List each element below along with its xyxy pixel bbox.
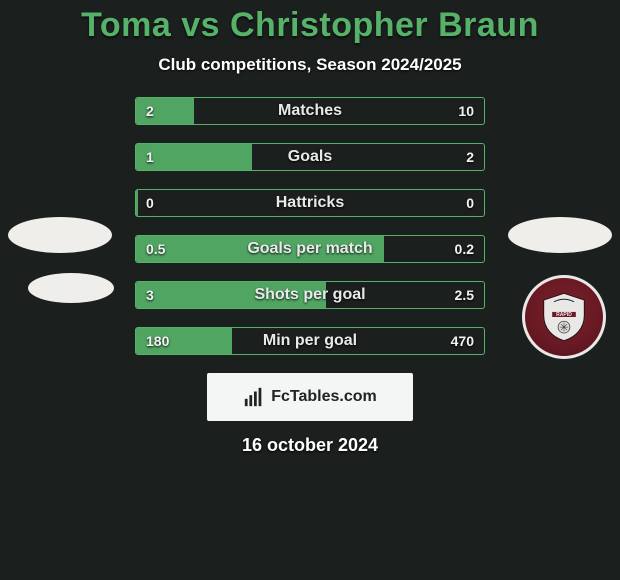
bar-row: 12Goals — [135, 143, 485, 171]
bar-row: 32.5Shots per goal — [135, 281, 485, 309]
brand-card: FcTables.com — [207, 373, 413, 421]
bar-value-left: 3 — [136, 282, 164, 308]
bar-value-left: 0 — [136, 190, 164, 216]
svg-text:RAPID: RAPID — [556, 312, 572, 318]
player-left-oval-2 — [28, 273, 114, 303]
bar-row: 0 0Hattricks — [135, 189, 485, 217]
bar-row: 0.50.2Goals per match — [135, 235, 485, 263]
bar-value-right: 0.2 — [445, 236, 484, 262]
barchart-icon — [243, 386, 265, 408]
bar-value-left: 1 — [136, 144, 164, 170]
shield-icon: RAPID — [537, 290, 591, 344]
subtitle: Club competitions, Season 2024/2025 — [0, 55, 620, 75]
bar-value-right: 2 — [456, 144, 484, 170]
player-right-oval — [508, 217, 612, 253]
bar-fill-left — [136, 282, 326, 308]
bar-value-left: 2 — [136, 98, 164, 124]
bar-value-right: 10 — [448, 98, 484, 124]
comparison-bars: 210Matches12Goals00Hattricks0.50.2Goals … — [135, 97, 485, 355]
club-crest-right: RAPID — [522, 275, 606, 359]
brand-text: FcTables.com — [271, 388, 377, 406]
bar-row: 210Matches — [135, 97, 485, 125]
bar-row: 180470Min per goal — [135, 327, 485, 355]
bar-value-right: 0 — [456, 190, 484, 216]
player-left-oval-1 — [8, 217, 112, 253]
page-title: Toma vs Christopher Braun — [0, 6, 620, 45]
bar-value-right: 2.5 — [445, 282, 484, 308]
infographic-root: Toma vs Christopher Braun Club competiti… — [0, 0, 620, 456]
chart-area: RAPID 210Matches12Goals00Hattricks0.50.2… — [0, 97, 620, 355]
date-text: 16 october 2024 — [0, 435, 620, 456]
bar-value-left: 0.5 — [136, 236, 175, 262]
bar-label: Hattricks — [136, 190, 484, 216]
bar-value-right: 470 — [441, 328, 484, 354]
bar-value-left: 180 — [136, 328, 179, 354]
